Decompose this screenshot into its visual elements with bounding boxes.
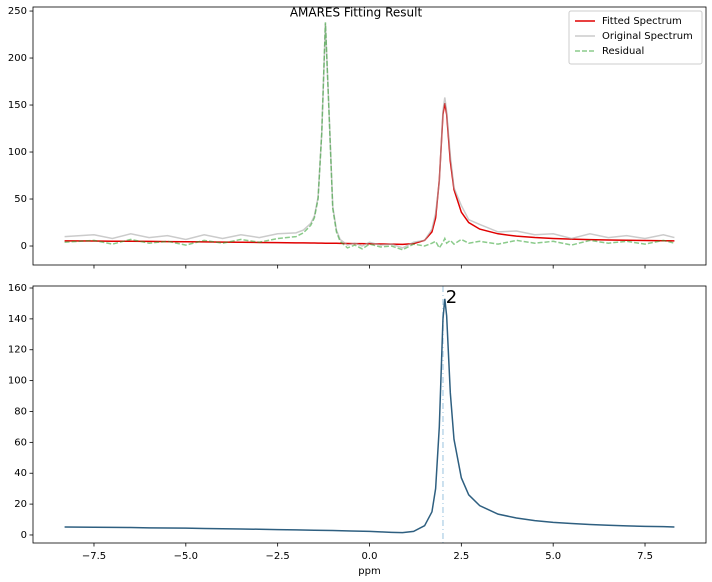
x-tick-label: −2.5 <box>266 551 290 562</box>
y-tick-label: 40 <box>14 468 27 479</box>
x-tick-label: 2.5 <box>453 551 469 562</box>
series-line <box>64 23 675 249</box>
x-axis-label: ppm <box>358 566 380 577</box>
y-tick-label: 120 <box>8 345 27 356</box>
legend-label: Residual <box>602 46 644 57</box>
series-line <box>64 298 675 534</box>
legend-box <box>568 10 703 65</box>
axes-frame <box>32 285 707 544</box>
y-tick-label: 140 <box>8 314 27 325</box>
y-tick-label: 150 <box>8 100 27 111</box>
annotation: 2 <box>446 287 457 308</box>
y-tick-label: 200 <box>8 53 27 64</box>
legend-label: Fitted Spectrum <box>602 16 682 27</box>
y-tick-label: 0 <box>21 241 27 252</box>
y-tick-label: 160 <box>8 283 27 294</box>
y-tick-label: 20 <box>14 499 27 510</box>
x-tick-label: 5.0 <box>545 551 561 562</box>
y-tick-label: 0 <box>21 530 27 541</box>
legend-label: Original Spectrum <box>602 31 693 42</box>
x-tick-label: −5.0 <box>174 551 198 562</box>
x-tick-label: 0.0 <box>362 551 378 562</box>
y-tick-label: 60 <box>14 437 27 448</box>
y-tick-label: 100 <box>8 147 27 158</box>
x-tick-label: 7.5 <box>637 551 653 562</box>
series-line <box>64 22 675 251</box>
chart-title: AMARES Fitting Result <box>290 6 423 20</box>
series-line <box>64 103 675 246</box>
y-tick-label: 80 <box>14 406 27 417</box>
y-tick-label: 100 <box>8 376 27 387</box>
y-tick-label: 250 <box>8 6 27 17</box>
y-tick-label: 50 <box>14 194 27 205</box>
x-tick-label: −7.5 <box>82 551 106 562</box>
